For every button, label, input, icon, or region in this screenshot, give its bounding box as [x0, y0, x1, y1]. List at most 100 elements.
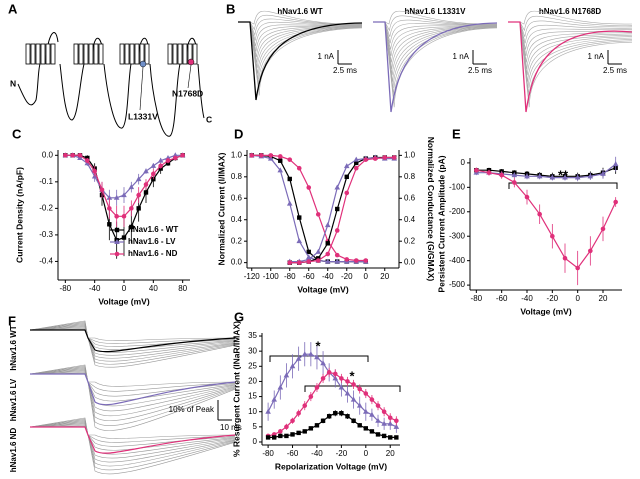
segment — [93, 43, 99, 65]
marker — [369, 397, 375, 402]
marker — [302, 429, 307, 434]
trace — [508, 21, 633, 108]
marker — [271, 396, 278, 402]
y-tick-label: -0.2 — [39, 203, 53, 212]
marker — [70, 153, 75, 158]
marker — [351, 418, 356, 423]
legend-label: hNav1.6 - LV — [128, 237, 176, 246]
marker — [287, 157, 293, 162]
marker — [344, 257, 350, 262]
marker — [277, 167, 284, 173]
marker — [128, 184, 135, 190]
marker — [268, 153, 274, 158]
marker — [114, 227, 120, 233]
marker — [334, 258, 341, 264]
x-tick-label: 0 — [575, 294, 580, 303]
trace — [29, 321, 236, 365]
marker — [314, 354, 320, 360]
y-tick-label: 35 — [248, 331, 257, 340]
marker — [92, 168, 97, 174]
panel-label: C — [12, 126, 22, 141]
trace — [238, 21, 363, 63]
x-tick-label: -80 — [471, 294, 483, 303]
marker — [524, 173, 530, 179]
marker — [315, 258, 321, 263]
annotation: ** — [558, 167, 569, 182]
marker — [314, 423, 320, 428]
trace — [373, 21, 498, 95]
trace — [373, 21, 498, 101]
marker — [287, 176, 292, 182]
marker — [136, 206, 141, 211]
trace — [29, 320, 236, 368]
marker — [287, 260, 293, 265]
x-tick-label: 40 — [149, 284, 158, 293]
trace — [29, 328, 236, 344]
panel-label: B — [226, 1, 235, 16]
marker — [249, 153, 255, 158]
marker — [296, 430, 301, 436]
marker — [363, 408, 369, 414]
marker — [344, 174, 349, 180]
y-tick-label: -200 — [449, 207, 466, 216]
marker — [537, 211, 542, 217]
marker — [121, 235, 127, 240]
y-tick-label: 0.8 — [231, 172, 243, 181]
trace — [508, 21, 633, 76]
trace — [238, 21, 363, 41]
marker — [562, 174, 568, 180]
y-tick-label: 10 — [248, 407, 257, 416]
marker — [499, 172, 504, 178]
marker — [353, 156, 360, 162]
trace — [373, 21, 498, 69]
marker — [549, 174, 556, 180]
x-tick-label: -120 — [244, 272, 261, 281]
marker — [325, 251, 331, 257]
segment — [35, 43, 41, 65]
marker — [334, 228, 340, 233]
marker — [306, 185, 312, 190]
marker — [575, 265, 580, 271]
y-tick-label: 30 — [248, 346, 257, 355]
trace-label: hNav1.6 ND — [9, 428, 18, 473]
marker — [113, 194, 120, 200]
marker — [315, 212, 321, 217]
marker — [85, 158, 90, 163]
panel-label: G — [234, 309, 244, 324]
y-tick-label: 20 — [248, 377, 257, 386]
x-tick-label: 0 — [364, 449, 369, 458]
marker — [333, 411, 338, 416]
marker — [129, 206, 134, 211]
trace — [29, 324, 236, 356]
y-tick-label: 25 — [248, 361, 257, 370]
marker — [63, 153, 68, 158]
y2-tick-label: 0.8 — [404, 172, 416, 181]
segment — [78, 43, 84, 65]
marker — [343, 163, 350, 169]
trace — [508, 21, 633, 113]
x-tick-label: -40 — [322, 272, 334, 281]
trace — [238, 21, 363, 96]
pointer — [187, 64, 192, 89]
panel-label: E — [452, 126, 461, 141]
x-tick-label: -40 — [89, 284, 101, 293]
trace — [238, 18, 363, 37]
marker — [165, 154, 171, 160]
x-tick-label: -80 — [284, 272, 296, 281]
trace — [29, 364, 236, 431]
mutation-label: L1331V — [128, 111, 158, 121]
trace — [29, 370, 236, 402]
marker — [173, 155, 178, 161]
trace — [238, 14, 363, 31]
marker — [296, 260, 302, 265]
trace — [238, 21, 363, 80]
marker — [290, 418, 295, 424]
trace — [373, 19, 498, 37]
marker — [277, 384, 284, 390]
trace — [29, 423, 236, 451]
trace — [373, 10, 498, 25]
trace — [30, 426, 236, 454]
marker — [387, 415, 393, 421]
marker — [357, 386, 362, 392]
